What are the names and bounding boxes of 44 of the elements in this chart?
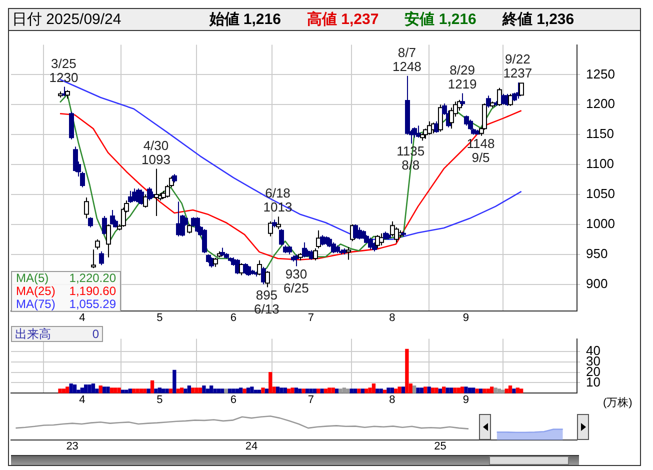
y-tick-label: 950 <box>586 246 608 261</box>
chart-title: 出来高 <box>15 327 51 341</box>
x-tick-label: 7 <box>308 394 314 406</box>
y-tick-label: 1250 <box>586 66 615 82</box>
x-tick-label: 23 <box>66 440 78 453</box>
text: MA(5) <box>16 271 49 285</box>
annotation: 8/29 1219 <box>448 62 477 92</box>
annotation: 9/22 1237 <box>503 52 532 81</box>
chart-title: 日付 2025/09/24 <box>12 11 122 28</box>
annotation: 4/30 1093 <box>142 138 170 167</box>
x-tick-label: 8 <box>389 312 396 324</box>
annotation: 930 6/25 <box>284 266 309 296</box>
annotation: 1,055.29 <box>69 297 116 311</box>
x-tick-label: 9 <box>462 312 470 324</box>
x-tick-label: 8 <box>389 394 396 406</box>
x-tick-label: 25 <box>434 440 446 453</box>
text: 高値 1,237 <box>306 11 379 28</box>
y-tick-label: 1050 <box>586 186 615 202</box>
annotation: 0 <box>92 327 99 341</box>
x-tick-label: 4 <box>79 312 86 324</box>
text: 終値 1,236 <box>502 11 574 28</box>
annotation: 3/25 1230 <box>49 56 78 85</box>
annotation: 1,220.20 <box>69 271 116 285</box>
x-tick-label: 9 <box>462 394 470 406</box>
y-tick-label: 1200 <box>586 96 615 112</box>
y-tick-label: 1100 <box>586 156 614 172</box>
annotation: 1,190.60 <box>69 284 116 298</box>
x-tick-label: 5 <box>156 394 163 406</box>
y-tick-label: 900 <box>586 276 608 291</box>
text: 安値 1,216 <box>404 11 476 28</box>
text: MA(75) <box>16 297 56 311</box>
text: 始値 1,216 <box>209 11 281 28</box>
x-tick-label: 24 <box>245 440 258 453</box>
annotation: 1148 9/5 <box>466 136 495 165</box>
text: MA(25) <box>16 284 56 298</box>
x-tick-label: 6 <box>230 394 237 406</box>
x-tick-label: 7 <box>308 312 314 324</box>
x-tick-label: 4 <box>79 394 86 406</box>
x-tick-label: 5 <box>156 312 163 324</box>
annotation: 8/7 1248 <box>392 45 422 74</box>
x-tick-label: 6 <box>230 312 237 324</box>
y-tick-label: 1000 <box>586 216 615 231</box>
y-axis-title: (万株) <box>603 396 632 410</box>
y-tick-label: 1150 <box>586 126 614 142</box>
